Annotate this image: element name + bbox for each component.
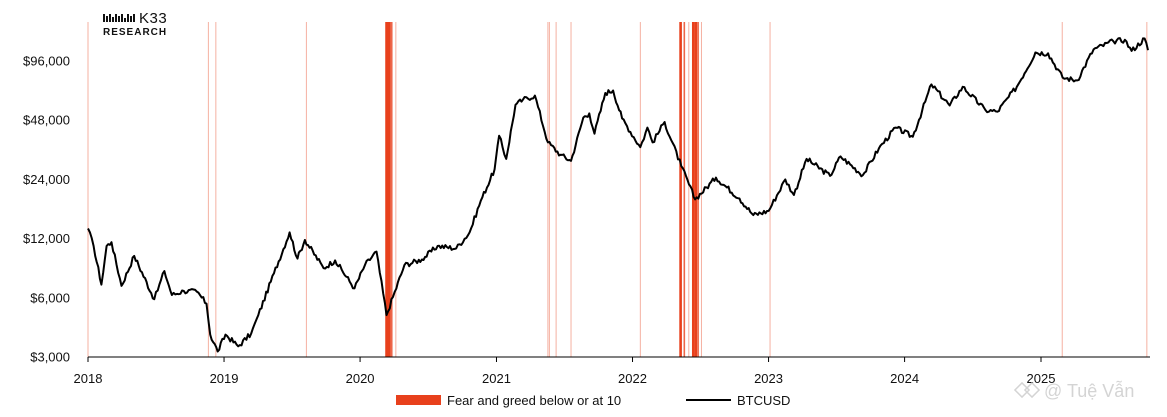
y-axis: $3,000 $6,000 $12,000 $24,000 $48,000 $96,000 bbox=[23, 54, 70, 365]
watermark-text: @ Tuệ Vẫn bbox=[1044, 380, 1134, 401]
y-tick-label-1: $6,000 bbox=[30, 290, 70, 305]
y-tick-label-2: $12,000 bbox=[23, 231, 70, 246]
x-tick-label-2: 2020 bbox=[346, 371, 375, 386]
fear-greed-band-5 bbox=[386, 22, 390, 357]
x-tick-label-4: 2022 bbox=[618, 371, 647, 386]
x-tick-label-0: 2018 bbox=[74, 371, 103, 386]
series-layer bbox=[87, 37, 1149, 353]
x-tick-label-3: 2021 bbox=[482, 371, 511, 386]
fear-greed-band-9 bbox=[547, 22, 549, 357]
fear-greed-band-7 bbox=[390, 22, 393, 357]
k33-logo-subtitle: RESEARCH bbox=[103, 27, 167, 38]
fear-greed-band-6 bbox=[388, 22, 391, 357]
legend: Fear and greed below or at 10 BTCUSD bbox=[396, 393, 790, 408]
fear-greed-band-17 bbox=[691, 22, 695, 357]
fear-greed-band-10 bbox=[548, 22, 550, 357]
y-tick-label-4: $48,000 bbox=[23, 113, 70, 128]
y-tick-label-3: $24,000 bbox=[23, 172, 70, 187]
fear-greed-band-8 bbox=[395, 22, 397, 357]
y-tick-label-5: $96,000 bbox=[23, 54, 70, 69]
legend-swatch-fear-greed bbox=[396, 395, 441, 405]
watermark: @ Tuệ Vẫn bbox=[1013, 380, 1134, 401]
fear-greed-band-1 bbox=[207, 22, 209, 357]
legend-label-fear-greed: Fear and greed below or at 10 bbox=[447, 393, 621, 408]
series-line-btcusd bbox=[87, 37, 1149, 353]
fear-greed-band-14 bbox=[679, 22, 682, 357]
fear-greed-band-4 bbox=[385, 22, 388, 357]
fear-greed-band-15 bbox=[683, 22, 686, 357]
x-tick-label-6: 2024 bbox=[890, 371, 919, 386]
y-tick-label-0: $3,000 bbox=[30, 350, 70, 365]
fear-greed-band-23 bbox=[1146, 22, 1148, 357]
k33-logo-name: K33 bbox=[139, 10, 167, 27]
fear-greed-band-13 bbox=[639, 22, 641, 357]
fear-greed-band-11 bbox=[555, 22, 557, 357]
fear-greed-band-2 bbox=[215, 22, 217, 357]
x-tick-label-5: 2023 bbox=[754, 371, 783, 386]
fear-greed-band-12 bbox=[570, 22, 572, 357]
x-axis: 2018 2019 2020 2021 2022 2023 2024 2025 bbox=[74, 356, 1150, 386]
fear-greed-band-16 bbox=[688, 22, 690, 357]
legend-label-btcusd: BTCUSD bbox=[737, 393, 790, 408]
fear-greed-band-19 bbox=[697, 22, 699, 357]
watermark-logo-icon bbox=[1013, 381, 1041, 399]
fear-greed-band-22 bbox=[1061, 22, 1063, 357]
fear-greed-band-0 bbox=[87, 22, 89, 357]
x-tick-label-1: 2019 bbox=[210, 371, 239, 386]
k33-logo-mark-icon bbox=[103, 14, 135, 22]
fear-greed-band-20 bbox=[700, 22, 702, 357]
fear-greed-band-21 bbox=[769, 22, 771, 357]
fear-greed-band-18 bbox=[694, 22, 698, 357]
fear-greed-bands bbox=[87, 22, 1148, 357]
k33-logo: K33 RESEARCH bbox=[103, 10, 167, 38]
x-tick-label-7: 2025 bbox=[1027, 371, 1056, 386]
fear-greed-band-3 bbox=[305, 22, 307, 357]
